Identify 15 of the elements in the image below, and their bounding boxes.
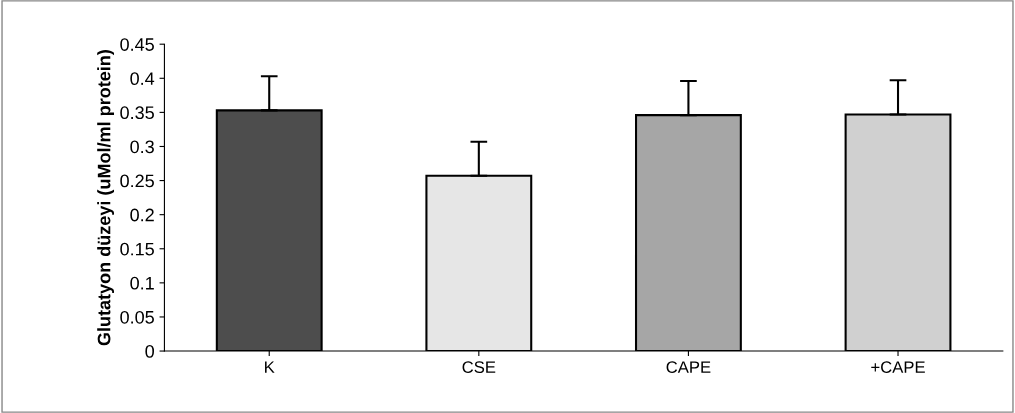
x-tick-label: CAPE xyxy=(666,361,711,374)
x-tick-label: +CAPE xyxy=(871,361,925,374)
y-tick-label: 0.15 xyxy=(120,242,154,256)
y-tick-label: 0.4 xyxy=(130,72,155,86)
y-tick-label: 0.45 xyxy=(120,38,154,51)
y-tick-label: 0.1 xyxy=(130,276,154,290)
y-tick-label: 0.35 xyxy=(120,106,154,120)
y-tick-label: 0.05 xyxy=(120,310,154,324)
y-tick-label: 0.2 xyxy=(130,208,154,222)
y-tick-label: 0.25 xyxy=(120,174,154,188)
y-tick-label: 0 xyxy=(145,344,154,358)
x-tick-label: CSE xyxy=(462,361,496,374)
x-tick-label: K xyxy=(265,361,275,373)
y-tick-label: 0.3 xyxy=(130,140,154,154)
y-axis-title: Glutatyon düzeyi (uMol/ml protein) xyxy=(97,50,115,346)
